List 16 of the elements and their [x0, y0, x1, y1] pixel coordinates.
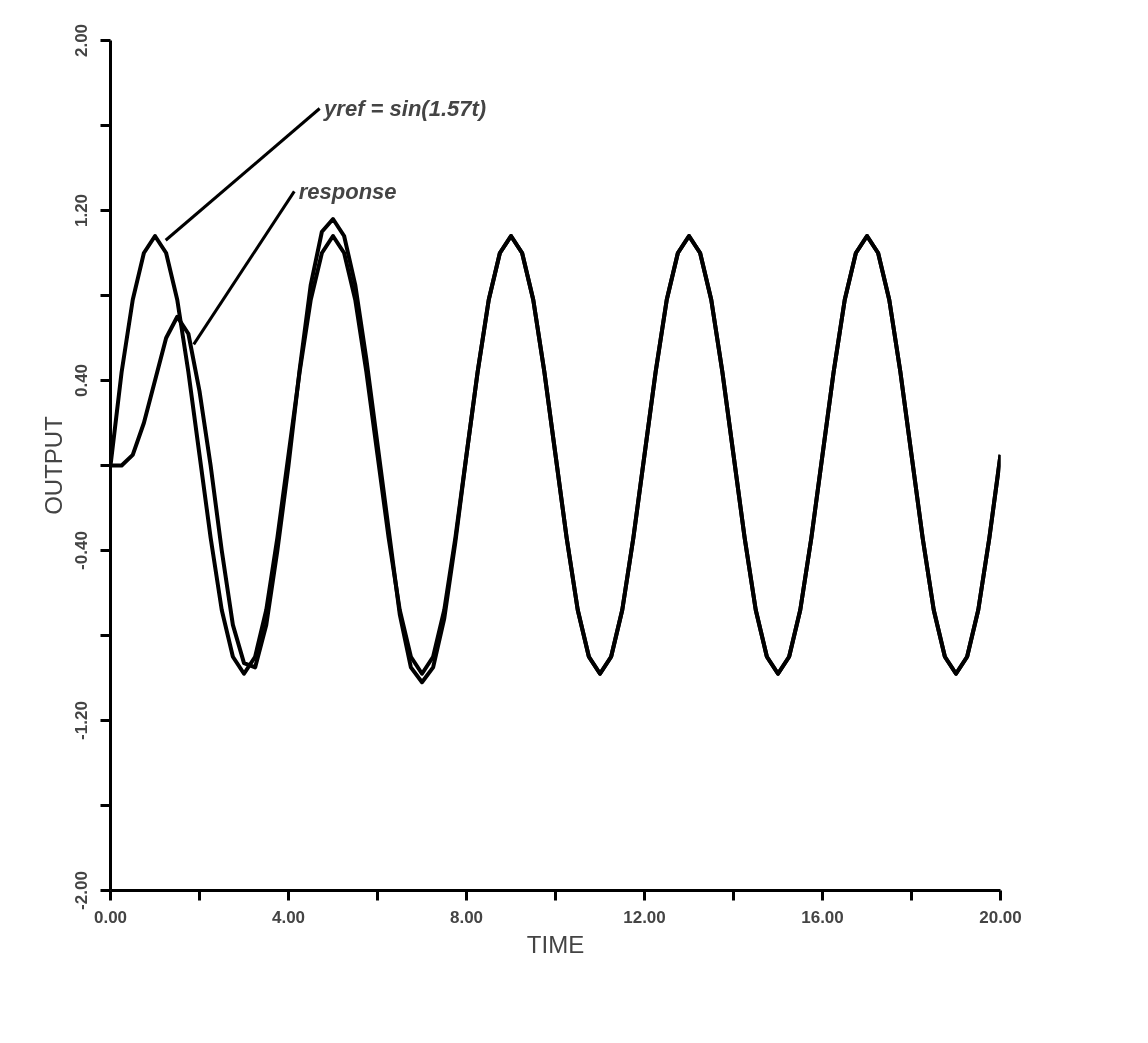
y-tick-label: 0.40	[71, 363, 91, 398]
y-tick-label: 2.00	[71, 23, 91, 58]
y-tick-label: -0.40	[71, 531, 91, 570]
y-tick-label: -1.20	[71, 701, 91, 740]
x-axis-title: TIME	[526, 930, 585, 958]
annotation: yref = sin(1.57t)	[323, 96, 487, 121]
y-tick-label: -2.00	[71, 871, 91, 910]
y-tick-label: 1.20	[71, 193, 91, 228]
x-tick-label: 0.00	[93, 907, 128, 927]
annotation: response	[298, 178, 397, 204]
x-tick-label: 20.00	[979, 907, 1022, 927]
x-tick-label: 4.00	[271, 907, 306, 927]
x-tick-label: 8.00	[449, 907, 484, 927]
x-tick-label: 16.00	[801, 907, 844, 927]
x-tick-label: 12.00	[623, 907, 666, 927]
y-axis-title: OUTPUT	[39, 415, 67, 515]
